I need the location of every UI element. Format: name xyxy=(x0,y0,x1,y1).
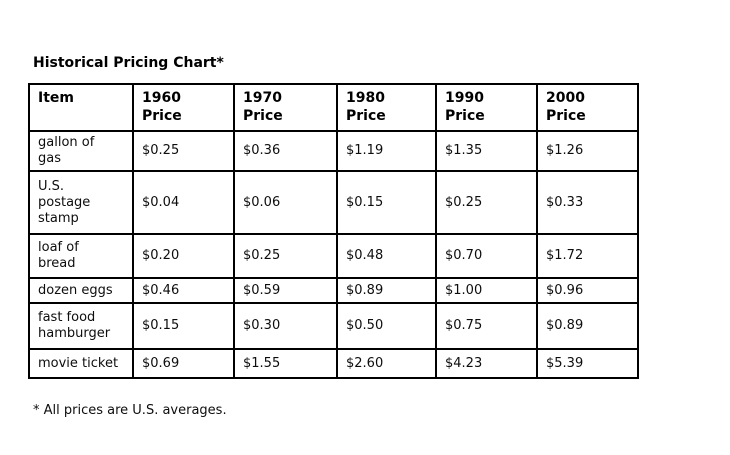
item-cell: movie ticket xyxy=(28,348,134,379)
header-cell-2000-price: 2000 Price xyxy=(536,83,639,132)
price-cell: $0.20 xyxy=(132,233,235,279)
header-cell-item: Item xyxy=(28,83,134,132)
header-cell-1960-price: 1960 Price xyxy=(132,83,235,132)
price-cell: $1.26 xyxy=(536,130,639,172)
price-cell: $0.89 xyxy=(536,302,639,350)
page-title: Historical Pricing Chart* xyxy=(33,55,224,71)
header-row: Item 1960 Price 1970 Price 1980 Price 19… xyxy=(28,83,639,132)
table-row-fast-food-hamburger: fast food hamburger $0.15 $0.30 $0.50 $0… xyxy=(28,302,639,350)
price-cell: $0.59 xyxy=(233,277,338,304)
price-cell: $0.25 xyxy=(435,170,538,235)
item-cell: gallon of gas xyxy=(28,130,134,172)
price-cell: $2.60 xyxy=(336,348,437,379)
price-cell: $0.30 xyxy=(233,302,338,350)
table-row-gallon-of-gas: gallon of gas $0.25 $0.36 $1.19 $1.35 $1… xyxy=(28,130,639,172)
price-cell: $0.15 xyxy=(336,170,437,235)
pricing-table: Item 1960 Price 1970 Price 1980 Price 19… xyxy=(28,83,639,379)
price-cell: $0.04 xyxy=(132,170,235,235)
price-cell: $0.06 xyxy=(233,170,338,235)
price-cell: $1.35 xyxy=(435,130,538,172)
header-cell-1970-price: 1970 Price xyxy=(233,83,338,132)
price-cell: $0.70 xyxy=(435,233,538,279)
table-row-dozen-eggs: dozen eggs $0.46 $0.59 $0.89 $1.00 $0.96 xyxy=(28,277,639,304)
price-cell: $1.00 xyxy=(435,277,538,304)
price-cell: $0.15 xyxy=(132,302,235,350)
item-cell: dozen eggs xyxy=(28,277,134,304)
price-cell: $0.46 xyxy=(132,277,235,304)
price-cell: $1.19 xyxy=(336,130,437,172)
price-cell: $4.23 xyxy=(435,348,538,379)
price-cell: $0.69 xyxy=(132,348,235,379)
price-cell: $0.36 xyxy=(233,130,338,172)
price-cell: $0.89 xyxy=(336,277,437,304)
header-cell-1990-price: 1990 Price xyxy=(435,83,538,132)
price-cell: $1.55 xyxy=(233,348,338,379)
item-cell: U.S. postage stamp xyxy=(28,170,134,235)
table-row-postage-stamp: U.S. postage stamp $0.04 $0.06 $0.15 $0.… xyxy=(28,170,639,235)
table-row-loaf-of-bread: loaf of bread $0.20 $0.25 $0.48 $0.70 $1… xyxy=(28,233,639,279)
header-cell-1980-price: 1980 Price xyxy=(336,83,437,132)
price-cell: $0.50 xyxy=(336,302,437,350)
footnote: * All prices are U.S. averages. xyxy=(33,403,227,418)
item-cell: fast food hamburger xyxy=(28,302,134,350)
price-cell: $0.25 xyxy=(132,130,235,172)
item-cell: loaf of bread xyxy=(28,233,134,279)
price-cell: $5.39 xyxy=(536,348,639,379)
price-cell: $0.25 xyxy=(233,233,338,279)
price-cell: $0.33 xyxy=(536,170,639,235)
price-cell: $0.96 xyxy=(536,277,639,304)
price-cell: $0.75 xyxy=(435,302,538,350)
table-row-movie-ticket: movie ticket $0.69 $1.55 $2.60 $4.23 $5.… xyxy=(28,348,639,379)
price-cell: $1.72 xyxy=(536,233,639,279)
price-cell: $0.48 xyxy=(336,233,437,279)
